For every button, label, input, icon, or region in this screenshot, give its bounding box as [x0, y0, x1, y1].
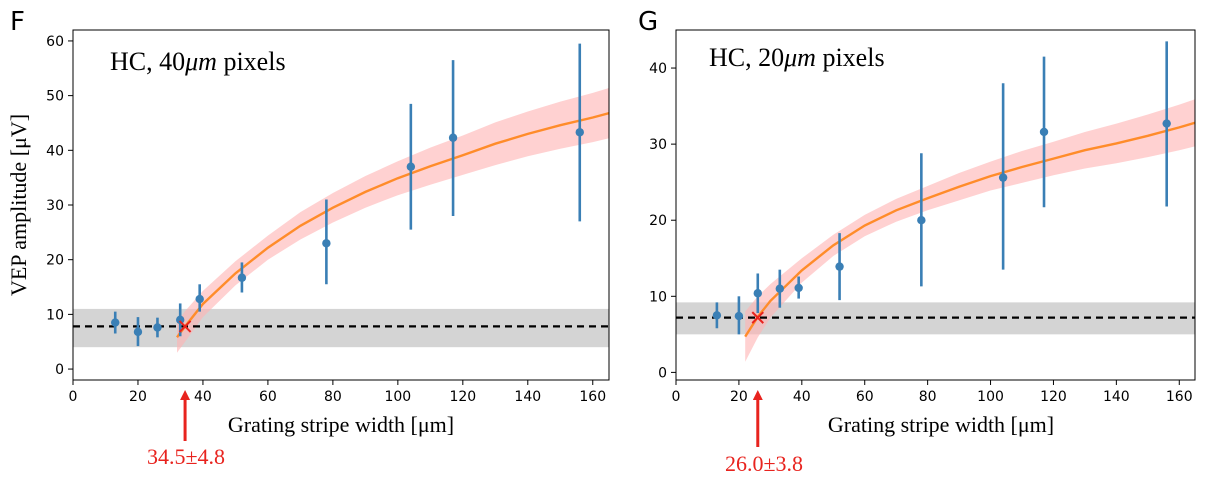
y-tick-label: 40	[46, 143, 64, 159]
x-tick-label: 0	[672, 389, 681, 405]
threshold-marker-stroke	[178, 320, 192, 333]
x-tick-label: 20	[129, 389, 147, 405]
data-point	[448, 133, 458, 142]
data-point	[775, 284, 784, 293]
x-tick-label: 60	[856, 389, 874, 405]
data-point	[998, 173, 1008, 182]
x-tick-label: 100	[384, 389, 411, 405]
data-point	[1039, 127, 1049, 137]
x-axis-label: Grating stripe width [μm]	[828, 412, 1054, 437]
chart-title: HC, 20μm pixels	[709, 43, 885, 72]
data-point	[237, 273, 247, 282]
threshold-label: 34.5±4.8	[147, 444, 225, 469]
x-tick-label: 100	[977, 389, 1004, 405]
title-suffix: pixels	[217, 47, 286, 76]
plot-area: 0 20 40 60 80 100 120 140 160 0 10 20 30 40	[649, 29, 1196, 405]
y-tick-label: 50	[46, 89, 64, 105]
baseline-band	[73, 308, 609, 348]
y-tick-label: 10	[649, 289, 667, 305]
x-tick-label: 120	[449, 389, 476, 405]
data-point	[406, 162, 416, 171]
panel-label: G	[638, 7, 658, 37]
data-point	[153, 323, 162, 332]
x-tick-label: 160	[1166, 389, 1193, 405]
data-point	[195, 294, 204, 304]
y-tick-label: 20	[46, 253, 64, 269]
x-tick-label: 40	[793, 389, 811, 405]
panel-label: F	[10, 7, 25, 37]
y-tick-label: 10	[46, 307, 64, 323]
x-tick-label: 80	[324, 389, 342, 405]
y-tick-label: 20	[649, 213, 667, 229]
y-tick-label: 0	[55, 362, 64, 378]
y-axis-label: VEP amplitude [μV]	[6, 114, 31, 296]
data-point	[176, 315, 185, 325]
plot-area: 0 20 40 60 80 100 120 140 160 0 10 20 30 40 50 60	[46, 29, 610, 405]
x-tick-label: 0	[69, 389, 78, 405]
x-tick-label: 20	[730, 389, 748, 405]
y-tick-label: 30	[46, 198, 64, 214]
panel-g: G 0 20 40 60 80 100 120 140 160 0 10 20 30 40 HC, 20μ…	[638, 7, 1196, 476]
data-point	[734, 311, 744, 321]
axes-frame	[675, 29, 1196, 381]
fit-curve	[176, 111, 609, 339]
data-point	[794, 283, 803, 293]
title-unit: μm	[783, 43, 816, 72]
fit-confidence-band	[745, 99, 1195, 362]
fit-curve	[744, 121, 1195, 338]
data-point	[835, 262, 844, 271]
x-tick-label: 140	[514, 389, 541, 405]
data-point	[111, 318, 120, 327]
y-tick-label: 30	[649, 137, 667, 153]
threshold-marker	[178, 320, 192, 333]
title-unit: μm	[184, 47, 217, 76]
threshold-label: 26.0±3.8	[725, 451, 803, 476]
data-point	[917, 216, 926, 225]
x-tick-label: 60	[259, 389, 277, 405]
data-point	[753, 289, 762, 298]
y-tick-label: 0	[658, 365, 667, 381]
panel-f: F 0 20 40 60 80 100 120 140 160 0 10 20 30 40 50 60 HC,…	[6, 7, 610, 469]
threshold-marker-stroke	[751, 311, 764, 324]
x-tick-label: 80	[919, 389, 937, 405]
y-tick-label: 60	[46, 34, 64, 50]
y-tick-label: 40	[649, 61, 667, 77]
data-point	[712, 311, 722, 320]
x-axis-label: Grating stripe width [μm]	[228, 412, 454, 437]
x-tick-label: 160	[579, 389, 606, 405]
fit-confidence-band	[177, 88, 609, 353]
threshold-marker	[751, 311, 764, 324]
title-prefix: HC, 20	[709, 43, 784, 72]
data-point	[322, 239, 331, 248]
data-point	[575, 128, 584, 137]
title-prefix: HC, 40	[110, 47, 185, 76]
data-point	[1162, 119, 1171, 128]
data-point	[133, 327, 143, 337]
chart-title: HC, 40μm pixels	[110, 47, 286, 76]
x-tick-label: 120	[1040, 389, 1067, 405]
x-tick-label: 140	[1103, 389, 1130, 405]
title-suffix: pixels	[816, 43, 885, 72]
x-tick-label: 40	[194, 389, 212, 405]
